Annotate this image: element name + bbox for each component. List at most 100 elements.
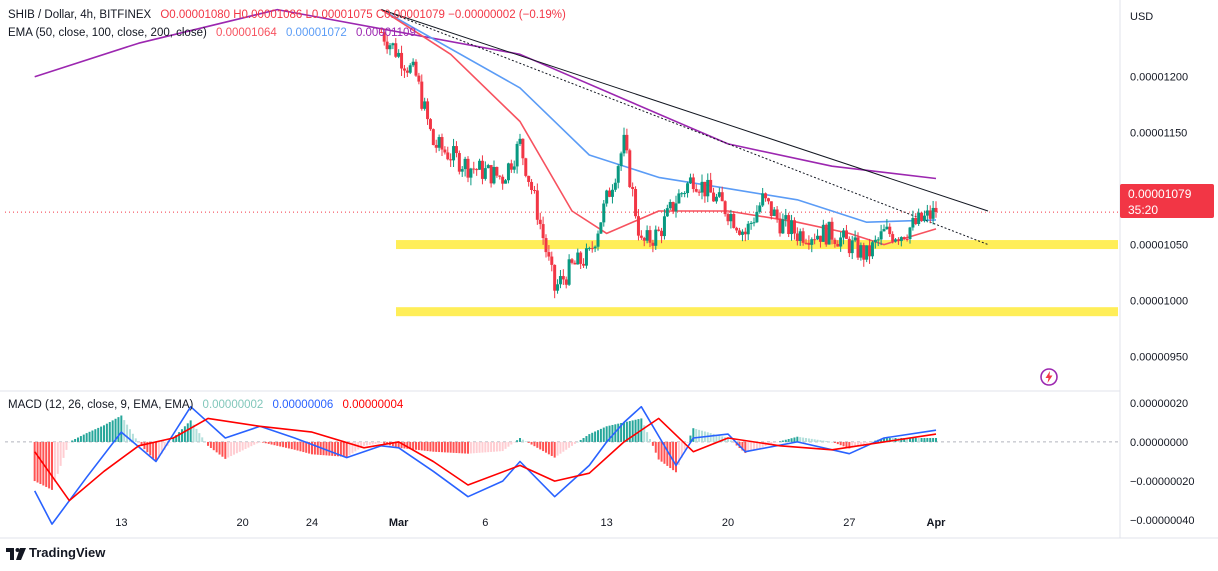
candle [899,236,903,247]
candle [541,216,545,245]
macd-histogram-bar [654,441,657,453]
candle [553,264,557,299]
macd-histogram-bar [744,441,747,454]
candle-body [501,176,505,184]
tradingview-brand[interactable]: TradingView [6,545,105,560]
ema200-value: 0.00001109 [355,27,416,39]
flash-icon[interactable] [1039,367,1059,387]
time-tick-label: 24 [306,517,318,529]
candle [610,184,614,204]
macd-histogram-bar [192,424,195,442]
macd-histogram-bar [698,429,701,442]
macd-histogram-bar [828,441,831,442]
candle [865,245,869,263]
candle [836,240,840,247]
macd-histogram-bar [649,438,651,442]
candle-body [443,149,447,153]
macd-histogram-bar [510,441,513,445]
candle [717,187,721,198]
candle [547,245,551,261]
macd-histogram-bar [773,441,776,444]
macd-histogram-bar [406,441,409,449]
macd-histogram-bar [857,441,859,446]
candle [853,230,857,243]
macd-histogram-bar [126,424,129,442]
candle [683,191,687,198]
macd-histogram-bar [712,433,715,442]
candle-body [781,219,785,234]
macd-histogram-bar [784,439,787,442]
candle-body [677,193,681,204]
macd-histogram-bar [426,441,429,452]
symbol-name[interactable]: SHIB / Dollar, 4h, BITFINEX [8,9,152,21]
candle-body [836,244,840,247]
candle [700,174,704,200]
macd-histogram-bar [805,438,807,442]
candle-body [437,137,441,148]
price-tick-label: 0.00001200 [1130,72,1188,84]
candle [677,189,681,204]
ema-indicator-label[interactable]: EMA (50, close, 100, close, 200, close) [8,27,207,39]
candle [816,229,820,241]
candle-body [466,158,470,178]
candle-body [853,237,857,241]
candle [379,27,383,34]
macd-histogram-bar [267,441,270,444]
candle-body [483,168,487,179]
macd-histogram-bar [51,441,53,490]
macd-histogram-bar [926,438,929,442]
candle [703,181,707,203]
candle-body [761,193,765,206]
candle [602,200,606,227]
macd-histogram-bar [761,441,764,448]
candle [414,59,418,77]
last-price: 0.00001079 [1128,187,1192,201]
candle-body [512,166,516,170]
candle [766,197,770,205]
candle [775,206,779,223]
candle [388,43,392,56]
macd-histogram-bar [660,441,663,462]
macd-histogram-bar [848,441,851,449]
macd-histogram-bar [883,438,885,442]
macd-histogram-bar [383,441,386,444]
candle-body [426,101,430,120]
macd-histogram-bar [553,441,556,458]
macd-histogram-bar [235,441,238,454]
macd-indicator-label[interactable]: MACD (12, 26, close, 9, EMA, EMA) [8,399,194,411]
macd-histogram-bar [368,441,371,445]
candle-body [431,129,435,146]
macd-histogram-bar [435,441,438,452]
macd-hist-value: 0.00000002 [202,399,264,411]
candle-body [850,240,854,254]
macd-histogram-bar [62,441,65,458]
candle [434,139,438,153]
macd-histogram-bar [646,432,649,442]
candle-body [931,207,935,219]
candle-body [842,230,846,238]
candle-body [480,160,484,179]
macd-histogram-bar [865,441,868,444]
candle-body [723,201,727,215]
macd-histogram-bar [568,441,571,448]
candle [584,243,588,269]
macd-histogram-bar [443,441,446,453]
candle-body [558,276,562,285]
candle-body [749,222,753,224]
macd-signal-value: 0.00000004 [342,399,404,411]
candle [662,209,666,240]
macd-histogram-bar [810,438,813,442]
candle-body [504,180,508,184]
candle [492,160,496,185]
macd-histogram-bar [82,434,85,442]
candle-body [394,43,398,57]
candle [423,97,427,111]
candle-body [920,212,924,221]
macd-histogram-bar [259,441,261,443]
candle [928,205,932,224]
candle [613,178,617,192]
candle-body [388,45,392,50]
candle-body [469,168,473,178]
macd-tick-label: 0.00000020 [1130,398,1188,410]
